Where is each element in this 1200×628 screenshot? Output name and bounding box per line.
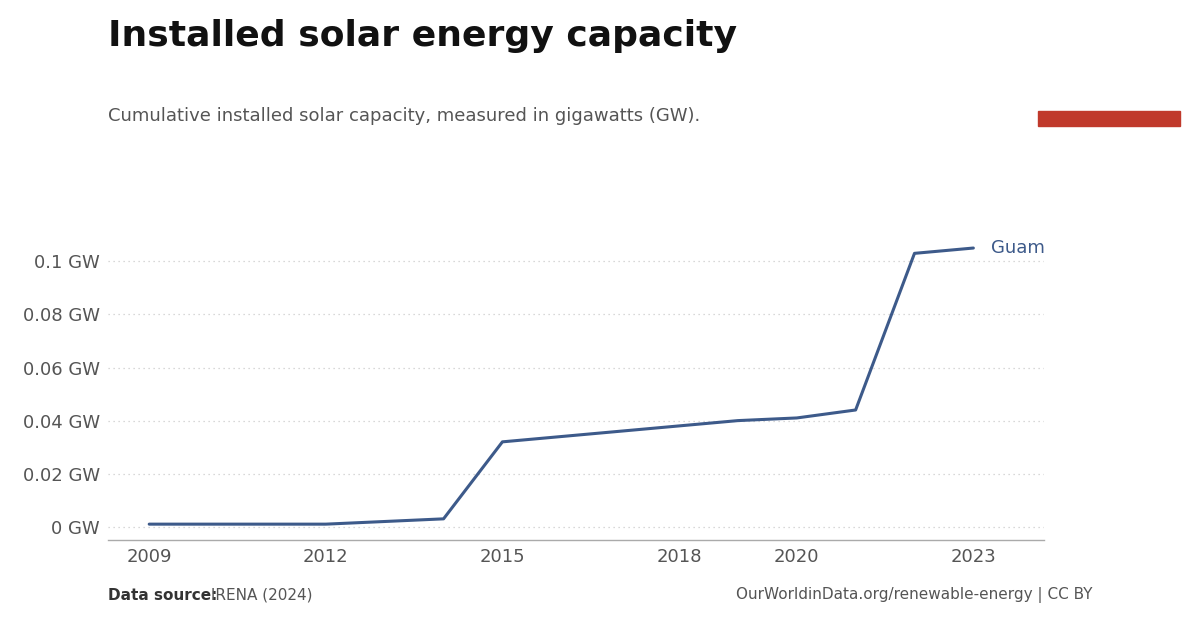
Bar: [1038, 111, 1180, 126]
Text: OurWorldinData.org/renewable-energy | CC BY: OurWorldinData.org/renewable-energy | CC…: [736, 587, 1092, 603]
Text: in Data: in Data: [1076, 77, 1141, 91]
Text: Cumulative installed solar capacity, measured in gigawatts (GW).: Cumulative installed solar capacity, mea…: [108, 107, 701, 125]
Text: Guam: Guam: [991, 239, 1045, 257]
Text: IRENA (2024): IRENA (2024): [206, 588, 313, 603]
Text: Data source:: Data source:: [108, 588, 217, 603]
Text: Our World: Our World: [1063, 50, 1154, 65]
Text: Installed solar energy capacity: Installed solar energy capacity: [108, 19, 737, 53]
